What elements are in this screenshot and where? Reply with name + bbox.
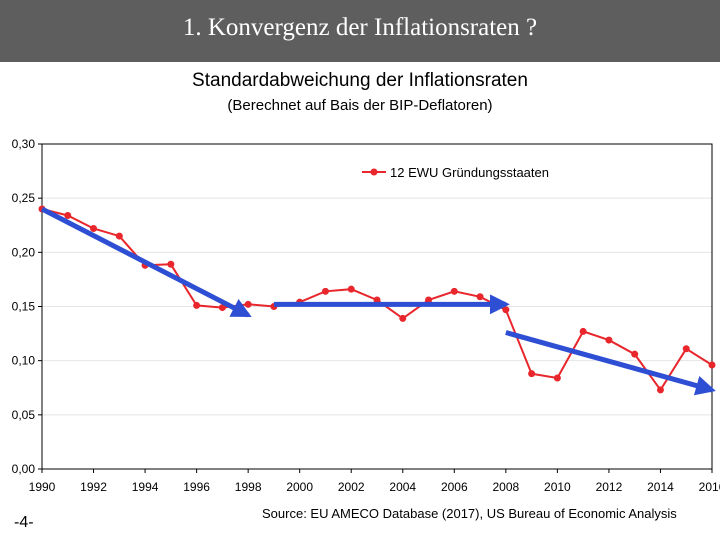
data-point — [476, 293, 484, 301]
x-tick-label: 1992 — [80, 480, 107, 494]
slide-title: 1. Konvergenz der Inflationsraten ? — [182, 14, 538, 41]
x-tick-label: 2008 — [492, 480, 519, 494]
legend: 12 EWU Gründungsstaaten — [362, 165, 549, 180]
y-tick-label: 0,25 — [12, 191, 36, 205]
data-point — [90, 225, 98, 232]
data-point — [502, 306, 510, 314]
data-point — [425, 296, 433, 304]
data-point — [656, 386, 664, 394]
x-tick-label: 2016 — [699, 480, 720, 494]
data-point — [553, 374, 561, 382]
y-tick-label: 0,30 — [12, 137, 36, 151]
page-number: -4- — [14, 514, 34, 531]
y-tick-label: 0,10 — [12, 354, 36, 368]
x-tick-label: 1996 — [183, 480, 210, 494]
x-tick-label: 1998 — [235, 480, 262, 494]
x-tick-label: 2010 — [544, 480, 571, 494]
data-point — [605, 336, 613, 344]
data-point — [373, 296, 381, 304]
chart-title: Standardabweichung der Inflationsraten — [192, 70, 528, 91]
data-point — [682, 345, 690, 353]
x-tick-label: 1994 — [132, 480, 159, 494]
data-point — [528, 370, 536, 378]
y-tick-label: 0,15 — [12, 300, 36, 314]
data-point — [708, 361, 716, 369]
x-tick-label: 2000 — [286, 480, 313, 494]
data-point — [193, 301, 201, 309]
slide-title-bar — [0, 0, 720, 62]
x-tick-label: 2002 — [338, 480, 365, 494]
data-point — [115, 232, 123, 240]
source-note: Source: EU AMECO Database (2017), US Bur… — [262, 506, 677, 521]
x-tick-label: 2012 — [596, 480, 623, 494]
chart-subtitle: (Berechnet auf Bais der BIP-Deflatoren) — [227, 97, 493, 114]
x-tick-label: 2004 — [389, 480, 416, 494]
x-tick-label: 2006 — [441, 480, 468, 494]
y-tick-label: 0,00 — [12, 462, 36, 476]
data-point — [579, 327, 587, 335]
data-point — [450, 287, 458, 295]
x-tick-label: 2014 — [647, 480, 674, 494]
legend-label: 12 EWU Gründungsstaaten — [390, 165, 549, 180]
data-point — [347, 285, 355, 293]
data-point — [167, 260, 175, 268]
data-point — [218, 304, 226, 312]
legend-marker — [370, 168, 378, 176]
data-point — [64, 212, 72, 219]
data-point — [244, 300, 252, 308]
x-tick-label: 1990 — [29, 480, 56, 494]
data-point — [321, 287, 329, 295]
data-point — [631, 350, 639, 358]
trend-arrow — [40, 206, 252, 318]
y-tick-label: 0,05 — [12, 408, 36, 422]
data-point — [399, 314, 407, 322]
y-tick-label: 0,20 — [12, 245, 36, 259]
trend-arrow — [505, 330, 716, 396]
